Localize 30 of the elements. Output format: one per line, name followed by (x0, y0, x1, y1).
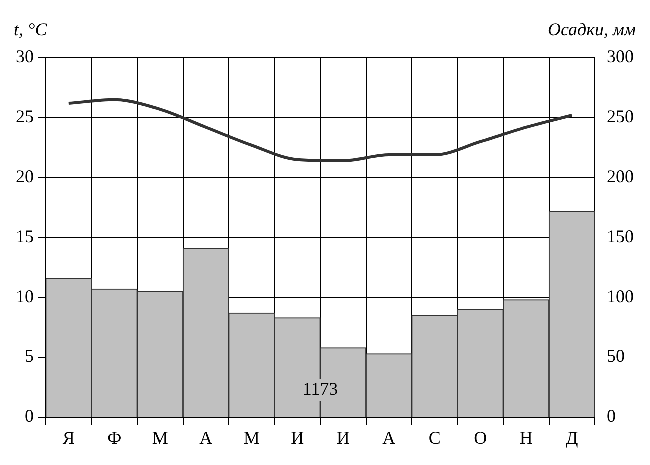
x-tick-label: О (474, 428, 488, 448)
y2-axis-title: Осадки, мм (548, 20, 637, 40)
annotation: 1173 (302, 379, 338, 400)
y-axis-title: t, °C (14, 20, 48, 40)
x-tick-label: М (244, 428, 260, 448)
y2-tick-label: 50 (607, 346, 625, 366)
line-series (67, 98, 574, 163)
y2-tick-label: 300 (607, 46, 634, 67)
y2-tick-label: 250 (607, 106, 634, 127)
x-tick-label: Д (566, 428, 578, 448)
x-tick-label: С (428, 428, 441, 448)
x-tick-label: Ф (108, 428, 122, 448)
y2-tick-label: 150 (607, 226, 634, 246)
y2-tick-label: 0 (607, 406, 616, 426)
y-tick-label: 10 (16, 286, 34, 306)
x-tick-label: И (291, 428, 304, 448)
x-tick-label: А (382, 428, 396, 448)
y-tick-label: 20 (16, 166, 34, 187)
x-tick-label: А (200, 428, 213, 448)
y-tick-label: 30 (16, 46, 34, 67)
x-tick-label: И (336, 428, 350, 448)
y-tick-label: 25 (16, 106, 34, 127)
y-tick-label: 5 (25, 346, 34, 366)
y2-tick-label: 200 (607, 166, 634, 187)
x-tick-label: Я (62, 428, 75, 448)
x-tick-label: М (152, 428, 168, 448)
y2-tick-label: 100 (607, 286, 634, 306)
y-tick-label: 15 (16, 226, 34, 246)
x-tick-label: Н (520, 428, 533, 448)
y-tick-label: 0 (25, 406, 34, 426)
